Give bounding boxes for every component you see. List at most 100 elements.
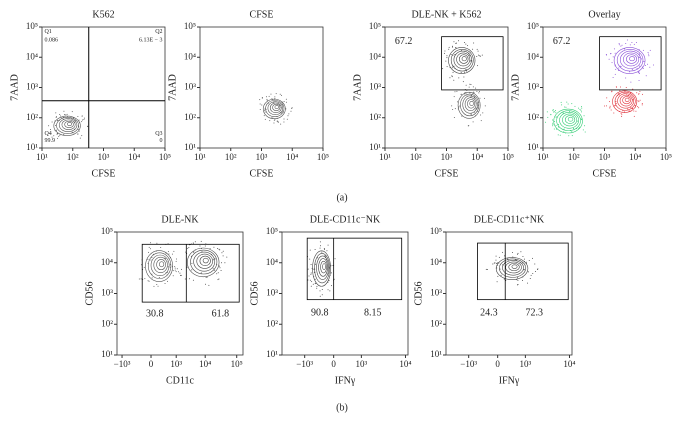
contour xyxy=(562,113,578,127)
event-dot xyxy=(175,271,177,273)
x-tick-label: 0 xyxy=(495,359,500,369)
event-dot xyxy=(218,278,220,280)
event-dot xyxy=(168,253,170,255)
y-tick-label: 10⁴ xyxy=(184,51,196,61)
event-dot xyxy=(323,248,325,250)
event-dot xyxy=(317,257,319,259)
event-dot xyxy=(460,93,462,95)
event-dot xyxy=(561,104,563,106)
x-tick-label: −10³ xyxy=(114,359,131,369)
event-dot xyxy=(174,269,176,271)
event-dot xyxy=(309,258,311,260)
event-dot xyxy=(638,101,640,103)
y-tick-label: 10¹ xyxy=(266,349,278,359)
event-dot xyxy=(486,268,488,270)
event-dot xyxy=(613,112,615,114)
event-dot xyxy=(213,246,215,248)
event-dot xyxy=(51,121,53,123)
event-dot xyxy=(642,67,644,69)
x-tick-label: 10⁵ xyxy=(231,359,243,369)
event-dot xyxy=(321,294,323,296)
x-tick-label: 0 xyxy=(149,359,154,369)
plot-title: DLE-CD11c⁺NK xyxy=(474,214,545,225)
event-dot xyxy=(264,111,266,113)
event-dot xyxy=(638,53,640,55)
event-dot xyxy=(523,269,525,271)
event-dot xyxy=(550,114,552,116)
event-dot xyxy=(563,128,565,130)
event-dot xyxy=(477,104,479,106)
event-dot xyxy=(583,115,585,117)
event-dot xyxy=(610,109,612,111)
event-dot xyxy=(647,63,649,65)
event-dot xyxy=(314,249,316,251)
event-dot xyxy=(261,104,263,106)
y-axis-label: 7AAD xyxy=(352,74,363,101)
plot-title: K562 xyxy=(92,9,114,20)
caption: (a) xyxy=(336,192,347,203)
event-dot xyxy=(639,91,641,93)
contour xyxy=(196,253,213,269)
event-dot xyxy=(57,137,59,139)
event-dot xyxy=(192,279,194,281)
event-dot xyxy=(572,128,574,130)
contour xyxy=(469,100,474,106)
event-dot xyxy=(477,54,479,56)
event-dot xyxy=(632,88,634,90)
event-dot xyxy=(212,267,214,269)
event-dot xyxy=(584,125,586,127)
event-dot xyxy=(446,55,448,57)
plot: Overlay 67.2 10¹ 10² 10³ 10⁴ 10⁵ 10⁵ 10⁴ 10³ 10² 10… xyxy=(510,9,672,179)
event-dot xyxy=(57,119,59,121)
event-dot xyxy=(310,272,312,274)
plot: DLE-NK 30.8 61.8 −10³ 0 10³ 10⁴ 10⁵ 10⁵ 10⁴ 10³ 10²… xyxy=(84,214,244,386)
event-dot xyxy=(620,86,622,88)
event-dot xyxy=(192,251,194,253)
event-dot xyxy=(216,273,218,275)
event-dot xyxy=(171,253,173,255)
event-dot xyxy=(461,115,463,117)
y-tick-label: 10¹ xyxy=(430,349,442,359)
event-dot xyxy=(483,97,485,99)
event-dot xyxy=(615,101,617,103)
event-dot xyxy=(55,124,57,126)
event-dot xyxy=(580,119,582,121)
event-dot xyxy=(546,111,548,113)
event-dot xyxy=(460,49,462,51)
event-dot xyxy=(172,270,174,272)
event-dot xyxy=(268,95,270,97)
event-dot xyxy=(157,285,159,287)
event-dot xyxy=(568,135,570,137)
y-tick-label: 10⁵ xyxy=(184,21,196,31)
contour xyxy=(613,47,646,74)
x-tick-label: 10³ xyxy=(599,152,611,162)
plot-title: DLE-NK + K562 xyxy=(411,9,481,20)
event-dot xyxy=(288,113,290,115)
event-dot xyxy=(580,109,582,111)
contour xyxy=(567,116,574,122)
event-dot xyxy=(557,126,559,128)
event-dot xyxy=(279,93,281,95)
event-dot xyxy=(263,115,265,117)
event-dot xyxy=(476,90,478,92)
event-dot xyxy=(334,258,336,260)
event-dot xyxy=(638,107,640,109)
x-tick-label: 10⁴ xyxy=(629,152,641,162)
contour xyxy=(622,96,631,105)
event-dot xyxy=(581,106,583,108)
event-dot xyxy=(633,43,635,45)
event-dot xyxy=(148,280,150,282)
x-tick-label: 10¹ xyxy=(194,152,206,162)
event-dot xyxy=(150,248,152,250)
event-dot xyxy=(450,54,452,56)
event-dot xyxy=(554,110,556,112)
event-dot xyxy=(608,58,610,60)
y-tick-label: 10⁴ xyxy=(369,51,381,61)
plot: DLE-CD11c⁻NK 90.8 8.15 −10³ 0 10³ 10⁴ 10⁵ 10⁴ 10³… xyxy=(249,214,411,386)
event-dot xyxy=(82,119,84,121)
event-dot xyxy=(476,48,478,50)
event-dot xyxy=(328,280,330,282)
event-dot xyxy=(631,42,633,44)
event-dot xyxy=(312,283,314,285)
